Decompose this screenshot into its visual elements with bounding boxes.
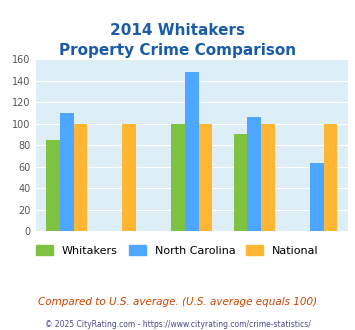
Bar: [46, 140, 60, 231]
Bar: [198, 124, 212, 231]
Text: © 2025 CityRating.com - https://www.cityrating.com/crime-statistics/: © 2025 CityRating.com - https://www.city…: [45, 320, 310, 329]
Bar: [247, 117, 261, 231]
Bar: [234, 134, 247, 231]
Bar: [185, 72, 198, 231]
Bar: [261, 124, 275, 231]
Text: Compared to U.S. average. (U.S. average equals 100): Compared to U.S. average. (U.S. average …: [38, 297, 317, 307]
Bar: [122, 124, 136, 231]
Bar: [171, 124, 185, 231]
Bar: [73, 124, 87, 231]
Text: Property Crime Comparison: Property Crime Comparison: [59, 43, 296, 58]
Bar: [310, 163, 323, 231]
Legend: Whitakers, North Carolina, National: Whitakers, North Carolina, National: [32, 241, 323, 260]
Text: 2014 Whitakers: 2014 Whitakers: [110, 23, 245, 38]
Bar: [60, 113, 73, 231]
Bar: [323, 124, 337, 231]
